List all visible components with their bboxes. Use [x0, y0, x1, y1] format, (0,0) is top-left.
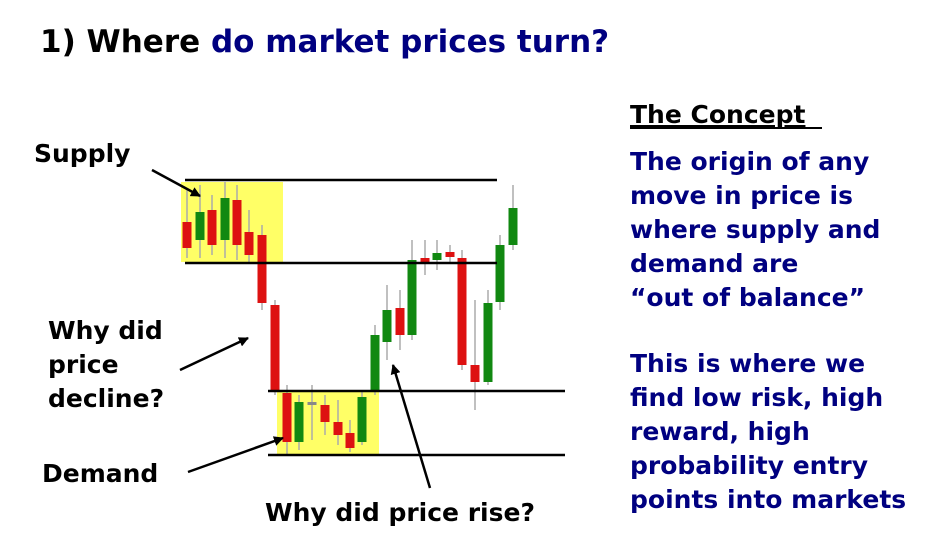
arrow	[390, 364, 432, 489]
candle-body	[232, 200, 242, 245]
candle-body	[445, 252, 455, 257]
arrows	[151, 168, 432, 489]
decline-label: decline?	[48, 384, 164, 413]
candles	[182, 182, 518, 455]
concept-line: “out of balance”	[630, 283, 865, 312]
candle-body	[420, 258, 430, 263]
decline-label: Why did	[48, 316, 163, 345]
decline-label: price	[48, 350, 119, 379]
candle-body	[220, 198, 230, 240]
candle-body	[282, 393, 292, 442]
concept-line: move in price is	[630, 181, 853, 210]
candle-body	[182, 222, 192, 248]
supply-label: Supply	[34, 139, 130, 168]
candle-body	[495, 245, 505, 302]
concept-line: points into markets	[630, 485, 906, 514]
candle-body	[382, 310, 392, 342]
concept-heading: The Concept	[630, 100, 806, 129]
title: 1) Where do market prices turn?	[40, 24, 609, 60]
candle-body	[457, 258, 467, 365]
arrow	[179, 336, 249, 372]
arrow	[187, 436, 284, 474]
zone-lines	[185, 178, 565, 457]
concept-line: probability entry	[630, 451, 868, 480]
concept-text: The origin of any move in price is where s…	[630, 147, 906, 514]
candle-body	[195, 212, 205, 240]
candle-body	[432, 253, 442, 260]
concept-line: reward, high	[630, 417, 810, 446]
candle-body	[370, 335, 380, 392]
candle-body	[345, 433, 355, 448]
candle-body	[307, 402, 317, 405]
candle-body	[270, 305, 280, 390]
candle-body	[407, 260, 417, 335]
concept-line: This is where we	[630, 349, 865, 378]
candle-body	[244, 232, 254, 255]
candle-body	[207, 210, 217, 245]
candle-body	[357, 397, 367, 442]
concept-line: The origin of any	[630, 147, 869, 176]
candle-body	[257, 235, 267, 303]
candle-body	[333, 422, 343, 435]
concept-line: where supply and	[630, 215, 880, 244]
concept-line: demand are	[630, 249, 798, 278]
rise-label: Why did price rise?	[265, 498, 535, 527]
candle-body	[395, 308, 405, 335]
arrow	[151, 168, 201, 198]
candle-body	[508, 208, 518, 245]
candle-body	[470, 365, 480, 382]
demand-label: Demand	[42, 459, 158, 488]
candle-body	[483, 303, 493, 382]
concept-line: find low risk, high	[630, 383, 883, 412]
candle-body	[320, 405, 330, 422]
candle-body	[294, 402, 304, 442]
